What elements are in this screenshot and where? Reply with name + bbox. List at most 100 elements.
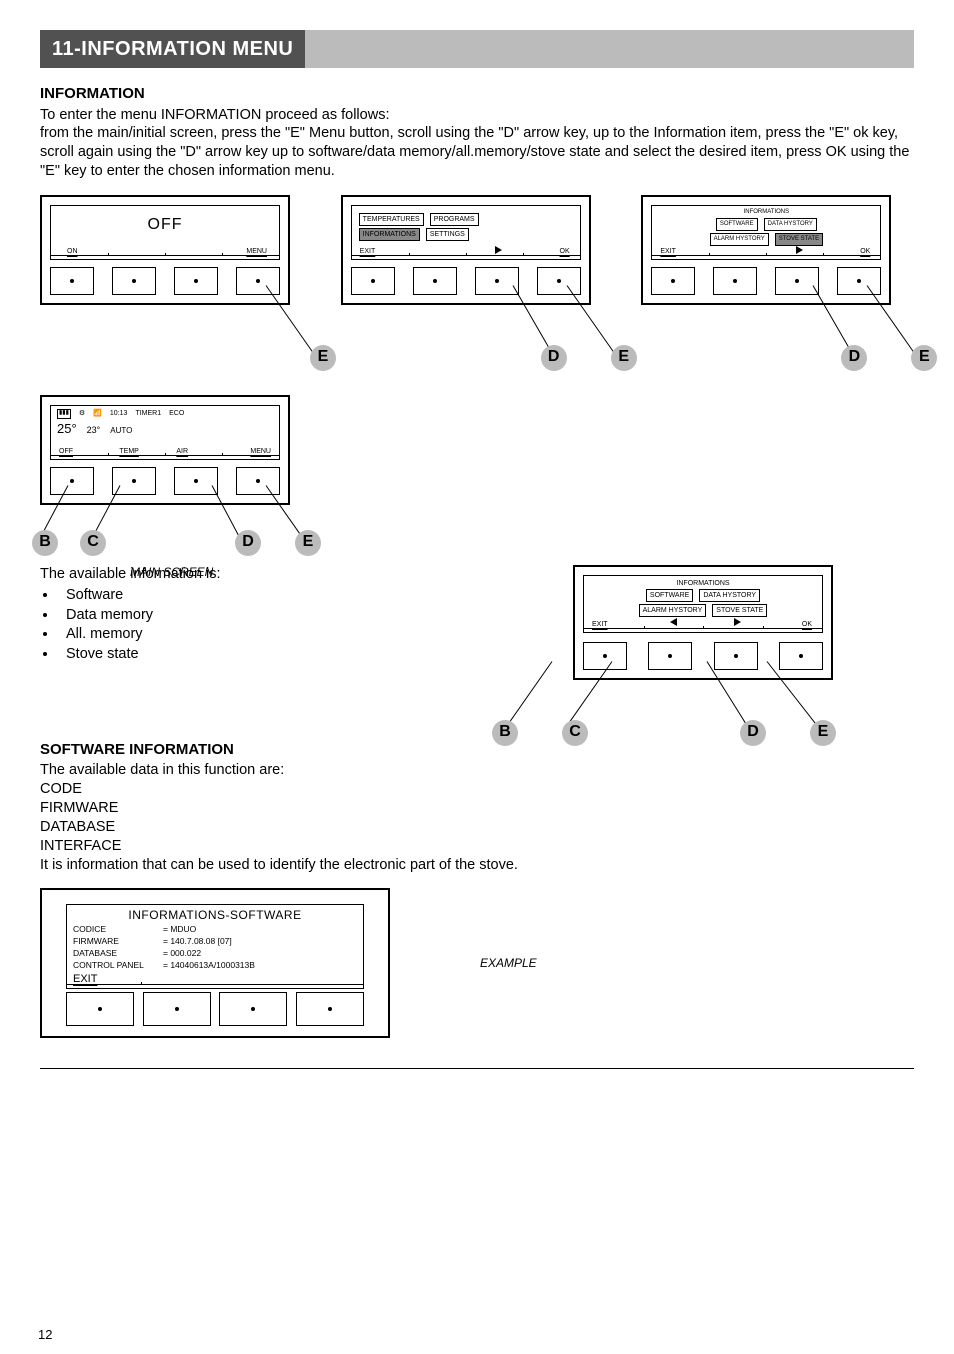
p6-exit: EXIT	[73, 972, 97, 986]
p4-b3: AIR	[176, 447, 188, 456]
p6-btn4[interactable]	[296, 992, 364, 1026]
letter-B-5: B	[492, 720, 518, 746]
letter-D-2: D	[541, 345, 567, 371]
p3-btn4[interactable]	[837, 267, 881, 295]
soft-heading: SOFTWARE INFORMATION	[40, 740, 914, 760]
intro-line2: from the main/initial screen, press the …	[40, 125, 909, 179]
p2-btn4[interactable]	[537, 267, 581, 295]
panel4-wrap: ▮▮▮ ⚙ 📶 10:13 TIMER1 ECO 25° 23° AUTO OF…	[40, 395, 914, 505]
page-number: 12	[38, 1327, 52, 1344]
p6-v2: = 000.022	[163, 948, 201, 959]
avail-2: All. memory	[58, 625, 462, 644]
p5-btn4[interactable]	[779, 642, 823, 670]
p6-v3: = 14040613A/1000313B	[163, 960, 255, 971]
p6-k2: DATABASE	[73, 948, 163, 959]
p5-title: INFORMATIONS	[590, 579, 816, 588]
p6-k3: CONTROL PANEL	[73, 960, 163, 971]
panel6-buttons	[66, 992, 364, 1026]
panel1-buttons	[50, 267, 280, 295]
p2-programs: PROGRAMS	[430, 213, 479, 226]
p3-btn3[interactable]	[775, 267, 819, 295]
p4-btn2[interactable]	[112, 467, 156, 495]
panels-row-1: OFF ON MENU E TEMPERATURES	[40, 195, 914, 355]
panel1: OFF ON MENU	[40, 195, 290, 305]
p2-temperatures: TEMPERATURES	[359, 213, 424, 226]
panel2: TEMPERATURES PROGRAMS INFORMATIONS SETTI…	[341, 195, 591, 305]
panel5-screen: INFORMATIONS SOFTWARE DATA HYSTORY ALARM…	[583, 575, 823, 633]
p4-auto: AUTO	[110, 426, 132, 436]
soft-text: The available data in this function are:…	[40, 761, 914, 874]
p4-b4: MENU	[250, 447, 271, 456]
soft-p1: The available data in this function are:	[40, 762, 284, 778]
p2-settings: SETTINGS	[426, 228, 469, 241]
panel3-col: INFORMATIONS SOFTWARE DATA HYSTORY ALARM…	[641, 195, 914, 355]
p3-stovestate: STOVE STATE	[775, 233, 823, 246]
p6-btn2[interactable]	[143, 992, 211, 1026]
panel4: ▮▮▮ ⚙ 📶 10:13 TIMER1 ECO 25° 23° AUTO OF…	[40, 395, 290, 505]
p3-btn2[interactable]	[713, 267, 757, 295]
soft-l2: DATABASE	[40, 819, 115, 835]
letter-B-4: B	[32, 530, 58, 556]
p4-b2: TEMP	[119, 447, 138, 456]
p2-btn3[interactable]	[475, 267, 519, 295]
p6-v1: = 140.7.08.08 [07]	[163, 936, 232, 947]
p2-btn1[interactable]	[351, 267, 395, 295]
letter-E-3: E	[911, 345, 937, 371]
p6-btn3[interactable]	[219, 992, 287, 1026]
p4-btn1[interactable]	[50, 467, 94, 495]
p3-btn1[interactable]	[651, 267, 695, 295]
panel2-buttons	[351, 267, 581, 295]
p6-title: INFORMATIONS-SOFTWARE	[73, 908, 357, 924]
p3-software: SOFTWARE	[716, 218, 758, 231]
p5-alarmhist: ALARM HYSTORY	[639, 604, 707, 617]
letter-E: E	[310, 345, 336, 371]
avail-row: The available information is: Software D…	[40, 565, 914, 680]
letter-D-3: D	[841, 345, 867, 371]
avail-1: Data memory	[58, 606, 462, 625]
panel2-col: TEMPERATURES PROGRAMS INFORMATIONS SETTI…	[341, 195, 614, 355]
p6-v0: = MDUO	[163, 924, 196, 935]
p5-stovestate: STOVE STATE	[712, 604, 767, 617]
letter-C-5: C	[562, 720, 588, 746]
p4-b1: OFF	[59, 447, 73, 456]
letter-E-4: E	[295, 530, 321, 556]
p4-btn3[interactable]	[174, 467, 218, 495]
avail-text: The available information is: Software D…	[40, 565, 462, 674]
soft-l1: FIRMWARE	[40, 800, 118, 816]
panel3-buttons	[651, 267, 881, 295]
p4-temp2: 23°	[87, 425, 101, 437]
panel1-off: OFF	[57, 215, 273, 236]
p6-btn1[interactable]	[66, 992, 134, 1026]
panel1-btn3[interactable]	[174, 267, 218, 295]
letter-D-5: D	[740, 720, 766, 746]
p4-timer: TIMER1	[135, 409, 161, 418]
panel5: INFORMATIONS SOFTWARE DATA HYSTORY ALARM…	[573, 565, 833, 680]
p5-btn1[interactable]	[583, 642, 627, 670]
panel1-btn1[interactable]	[50, 267, 94, 295]
letter-D-4: D	[235, 530, 261, 556]
info-heading: INFORMATION	[40, 84, 914, 104]
soft-l3: INTERFACE	[40, 838, 121, 854]
panel1-btn4[interactable]	[236, 267, 280, 295]
letter-E-2: E	[611, 345, 637, 371]
soft-l0: CODE	[40, 781, 82, 797]
main-screen-caption: MAIN SCREEN	[130, 565, 213, 581]
avail-list: Software Data memory All. memory Stove s…	[40, 586, 462, 664]
p5-btn2[interactable]	[648, 642, 692, 670]
p4-btn4[interactable]	[236, 467, 280, 495]
p3-title: INFORMATIONS	[658, 209, 874, 217]
panel3: INFORMATIONS SOFTWARE DATA HYSTORY ALARM…	[641, 195, 891, 305]
p6-k0: CODICE	[73, 924, 163, 935]
avail-title: The available information is:	[40, 565, 462, 584]
panel1-btn2[interactable]	[112, 267, 156, 295]
avail-0: Software	[58, 586, 462, 605]
panel2-screen: TEMPERATURES PROGRAMS INFORMATIONS SETTI…	[351, 205, 581, 260]
section-header: 11-INFORMATION MENU	[40, 30, 914, 68]
section-title: 11-INFORMATION MENU	[40, 30, 305, 68]
p2-btn2[interactable]	[413, 267, 457, 295]
panel6-screen: INFORMATIONS-SOFTWARE CODICE= MDUO FIRMW…	[66, 904, 364, 989]
p5-btn3[interactable]	[714, 642, 758, 670]
letter-E-5: E	[810, 720, 836, 746]
example-caption: EXAMPLE	[480, 956, 537, 972]
panel6: INFORMATIONS-SOFTWARE CODICE= MDUO FIRMW…	[40, 888, 390, 1038]
